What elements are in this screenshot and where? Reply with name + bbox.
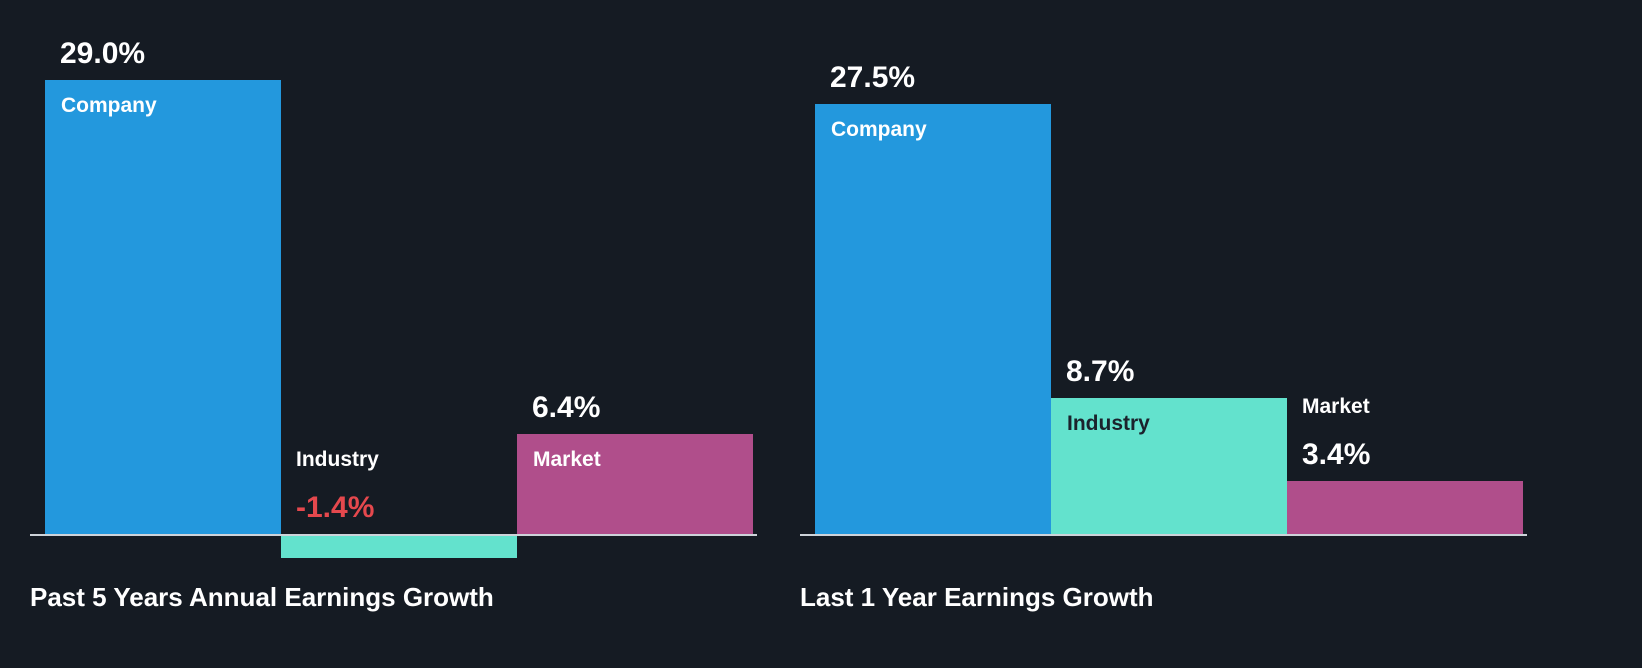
zero-baseline-axis (30, 534, 757, 536)
bar-value-label: 3.4% (1302, 438, 1371, 471)
bar-value-label: 6.4% (532, 391, 601, 424)
chart-title: Last 1 Year Earnings Growth (800, 582, 1154, 612)
bar-company (45, 80, 281, 534)
chart-title: Past 5 Years Annual Earnings Growth (30, 582, 494, 612)
bar-category-label: Market (1302, 395, 1370, 418)
bar-industry (281, 536, 517, 558)
bar-category-label: Industry (296, 448, 379, 471)
bar-value-label: 8.7% (1066, 355, 1135, 388)
bar-category-label: Company (61, 94, 157, 117)
bar-industry (1051, 398, 1287, 534)
bar-market (517, 434, 753, 534)
bar-category-label: Market (533, 448, 601, 471)
bar-category-label: Company (831, 118, 927, 141)
bar-value-label: 29.0% (60, 37, 146, 70)
bar-category-label: Industry (1067, 412, 1150, 435)
chart-past-5-years-earnings-growth: 29.0% Company -1.4% Industry 6.4% Market Past… (30, 0, 757, 668)
zero-baseline-axis (800, 534, 1527, 536)
plot-area: 27.5% Company 8.7% Industry 3.4% Market (800, 0, 1527, 668)
plot-area: 29.0% Company -1.4% Industry 6.4% Market (30, 0, 757, 668)
bar-value-label: 27.5% (830, 61, 916, 94)
bar-market (1287, 481, 1523, 534)
chart-last-1-year-earnings-growth: 27.5% Company 8.7% Industry 3.4% Market Last … (800, 0, 1527, 668)
bar-company (815, 104, 1051, 534)
bar-value-label: -1.4% (296, 491, 375, 524)
